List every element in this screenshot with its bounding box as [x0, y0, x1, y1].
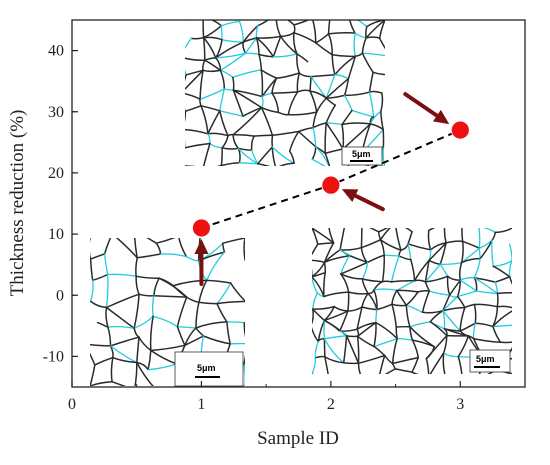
- x-axis-title: Sample ID: [257, 428, 339, 449]
- x-tick-label: 3: [456, 396, 464, 413]
- scale-bar-inset-sample-1: 5μm: [174, 351, 244, 387]
- micrograph-inset-sample-3: [185, 20, 385, 166]
- y-axis: -10 0 10 20 30 40: [43, 43, 78, 365]
- x-tick-label: 0: [68, 396, 76, 413]
- scale-bar-inset-sample-3: 5μm: [341, 146, 383, 166]
- plot-frame: [71, 19, 526, 388]
- y-tick-label: 0: [56, 287, 64, 304]
- arrow-to-point-1: [194, 238, 209, 286]
- data-point-1: [192, 218, 211, 238]
- x-axis: 0 1 2 3: [68, 381, 464, 413]
- arrow-to-point-2: [341, 189, 385, 212]
- y-tick-label: 30: [48, 104, 64, 121]
- annotation-arrows: [194, 92, 450, 286]
- y-tick-label: 10: [48, 226, 64, 243]
- micrograph-inset-sample-2: [312, 228, 512, 374]
- data-points: [192, 120, 470, 238]
- arrow-to-point-3: [403, 92, 450, 125]
- x-tick-label: 2: [327, 396, 335, 413]
- x-tick-label: 1: [197, 396, 205, 413]
- y-tick-label: 40: [48, 43, 64, 60]
- y-axis-title: Thickness reduction (%): [7, 110, 28, 297]
- scale-bar-inset-sample-2: 5μm: [469, 349, 511, 373]
- scale-bar-label: 5μm: [476, 354, 495, 364]
- scale-bar-label: 5μm: [197, 363, 216, 373]
- data-point-3: [450, 120, 470, 140]
- data-point-2: [321, 175, 341, 195]
- y-tick-label: -10: [43, 348, 64, 365]
- scale-bar-label: 5μm: [352, 149, 371, 159]
- y-tick-label: 20: [48, 165, 64, 182]
